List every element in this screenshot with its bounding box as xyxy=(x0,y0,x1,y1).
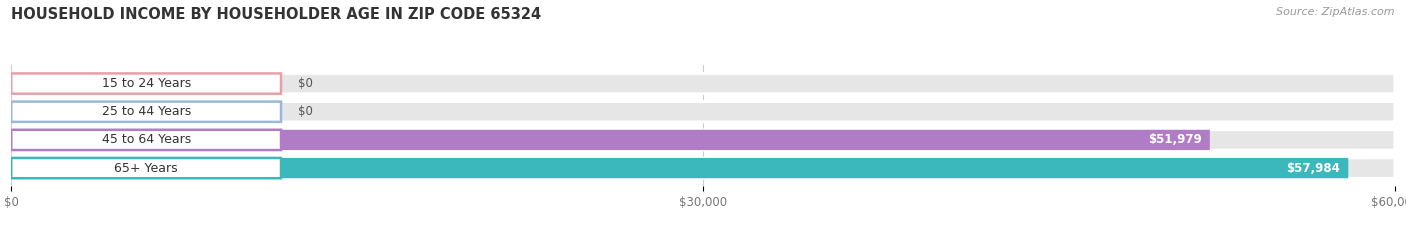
FancyBboxPatch shape xyxy=(11,158,281,178)
FancyBboxPatch shape xyxy=(11,130,1209,150)
Text: $57,984: $57,984 xyxy=(1286,161,1340,175)
Text: $0: $0 xyxy=(298,105,312,118)
FancyBboxPatch shape xyxy=(11,158,1395,178)
Text: $51,979: $51,979 xyxy=(1147,134,1202,146)
Text: $0: $0 xyxy=(298,77,312,90)
Text: 65+ Years: 65+ Years xyxy=(114,161,179,175)
Text: HOUSEHOLD INCOME BY HOUSEHOLDER AGE IN ZIP CODE 65324: HOUSEHOLD INCOME BY HOUSEHOLDER AGE IN Z… xyxy=(11,7,541,22)
Text: 25 to 44 Years: 25 to 44 Years xyxy=(101,105,191,118)
FancyBboxPatch shape xyxy=(11,102,281,122)
FancyBboxPatch shape xyxy=(11,130,1395,150)
Text: 15 to 24 Years: 15 to 24 Years xyxy=(101,77,191,90)
FancyBboxPatch shape xyxy=(11,102,1395,122)
FancyBboxPatch shape xyxy=(11,73,1395,94)
FancyBboxPatch shape xyxy=(11,158,1348,178)
Text: Source: ZipAtlas.com: Source: ZipAtlas.com xyxy=(1277,7,1395,17)
FancyBboxPatch shape xyxy=(11,130,281,150)
FancyBboxPatch shape xyxy=(11,73,281,94)
FancyBboxPatch shape xyxy=(11,102,37,122)
Text: 45 to 64 Years: 45 to 64 Years xyxy=(101,134,191,146)
FancyBboxPatch shape xyxy=(11,73,37,94)
